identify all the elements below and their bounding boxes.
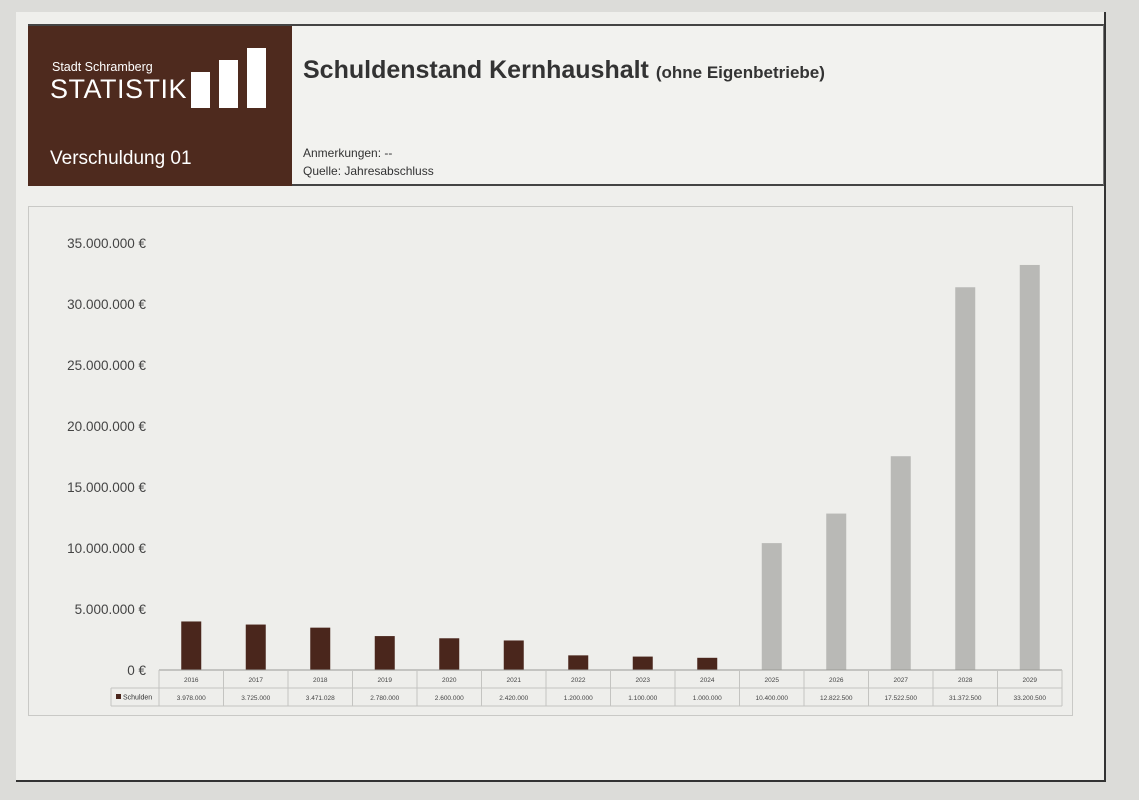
notes-line: Anmerkungen: -- xyxy=(303,146,393,160)
bar-2020 xyxy=(439,638,460,670)
x-category-label: 2024 xyxy=(700,677,715,684)
data-table-value: 2.780.000 xyxy=(370,695,399,702)
y-tick-label: 5.000.000 € xyxy=(75,602,147,617)
x-category-label: 2026 xyxy=(829,677,844,684)
data-table-value: 2.600.000 xyxy=(435,695,464,702)
legend-swatch xyxy=(116,694,121,699)
sheet-label: Verschuldung 01 xyxy=(50,148,192,169)
x-category-label: 2025 xyxy=(765,677,780,684)
data-table-value: 1.200.000 xyxy=(564,695,593,702)
data-table-value: 10.400.000 xyxy=(755,695,788,702)
x-category-label: 2022 xyxy=(571,677,586,684)
bar-2016 xyxy=(181,621,202,670)
bar-2022 xyxy=(568,655,589,670)
bar-2027 xyxy=(890,456,911,670)
x-category-label: 2020 xyxy=(442,677,457,684)
slide: Stadt Schramberg STATISTIK Verschuldung … xyxy=(16,12,1106,782)
y-tick-label: 0 € xyxy=(127,663,146,678)
x-category-label: 2027 xyxy=(894,677,909,684)
bar-2023 xyxy=(632,656,653,670)
x-category-label: 2029 xyxy=(1023,677,1038,684)
bar-2021 xyxy=(503,640,524,670)
legend-label: Schulden xyxy=(123,695,152,702)
bar-2018 xyxy=(310,627,331,670)
source-line: Quelle: Jahresabschluss xyxy=(303,164,434,178)
y-tick-label: 30.000.000 € xyxy=(67,297,146,312)
x-category-label: 2018 xyxy=(313,677,328,684)
data-table-value: 3.725.000 xyxy=(241,695,270,702)
x-category-label: 2017 xyxy=(249,677,264,684)
bar-2026 xyxy=(826,513,847,670)
brand-city: Stadt Schramberg xyxy=(52,60,153,74)
data-table-value: 17.522.500 xyxy=(884,695,917,702)
data-table-value: 31.372.500 xyxy=(949,695,982,702)
data-table-value: 1.100.000 xyxy=(628,695,657,702)
y-tick-label: 20.000.000 € xyxy=(67,419,146,434)
brand-name: STATISTIK xyxy=(50,74,188,104)
chart-area: 0 € 5.000.000 € 10.000.000 € 15.000.000 € 20… xyxy=(28,206,1073,716)
data-table-value: 1.000.000 xyxy=(693,695,722,702)
x-category-label: 2021 xyxy=(507,677,522,684)
debt-bar-chart: 0 € 5.000.000 € 10.000.000 € 15.000.000 € 20… xyxy=(67,236,1063,707)
page-title: Schuldenstand Kernhaushalt (ohne Eigenbe… xyxy=(303,56,825,85)
bar-2029 xyxy=(1019,264,1040,670)
notes-block: Anmerkungen: -- Quelle: Jahresabschluss xyxy=(303,144,434,180)
y-tick-label: 10.000.000 € xyxy=(67,541,146,556)
x-category-label: 2019 xyxy=(378,677,393,684)
x-category-label: 2023 xyxy=(636,677,651,684)
bar-2019 xyxy=(374,636,395,670)
bar-2024 xyxy=(697,657,718,670)
title-subtitle: (ohne Eigenbetriebe) xyxy=(655,63,825,82)
brand-box: Stadt Schramberg STATISTIK Verschuldung … xyxy=(28,26,292,186)
y-tick-label: 15.000.000 € xyxy=(67,480,146,495)
data-table-value: 3.978.000 xyxy=(177,695,206,702)
y-tick-label: 25.000.000 € xyxy=(67,358,146,373)
bar-2028 xyxy=(955,287,976,670)
data-table-value: 2.420.000 xyxy=(499,695,528,702)
bar-2017 xyxy=(245,624,266,670)
data-table-value: 33.200.500 xyxy=(1013,695,1046,702)
x-category-label: 2028 xyxy=(958,677,973,684)
data-table-value: 3.471.028 xyxy=(306,695,335,702)
data-table-value: 12.822.500 xyxy=(820,695,853,702)
y-tick-label: 35.000.000 € xyxy=(67,236,146,251)
x-category-label: 2016 xyxy=(184,677,199,684)
header-band: Stadt Schramberg STATISTIK Verschuldung … xyxy=(28,24,1104,186)
bar-chart-logo-icon xyxy=(191,48,271,108)
bar-2025 xyxy=(761,543,782,670)
title-main: Schuldenstand Kernhaushalt xyxy=(303,56,649,84)
